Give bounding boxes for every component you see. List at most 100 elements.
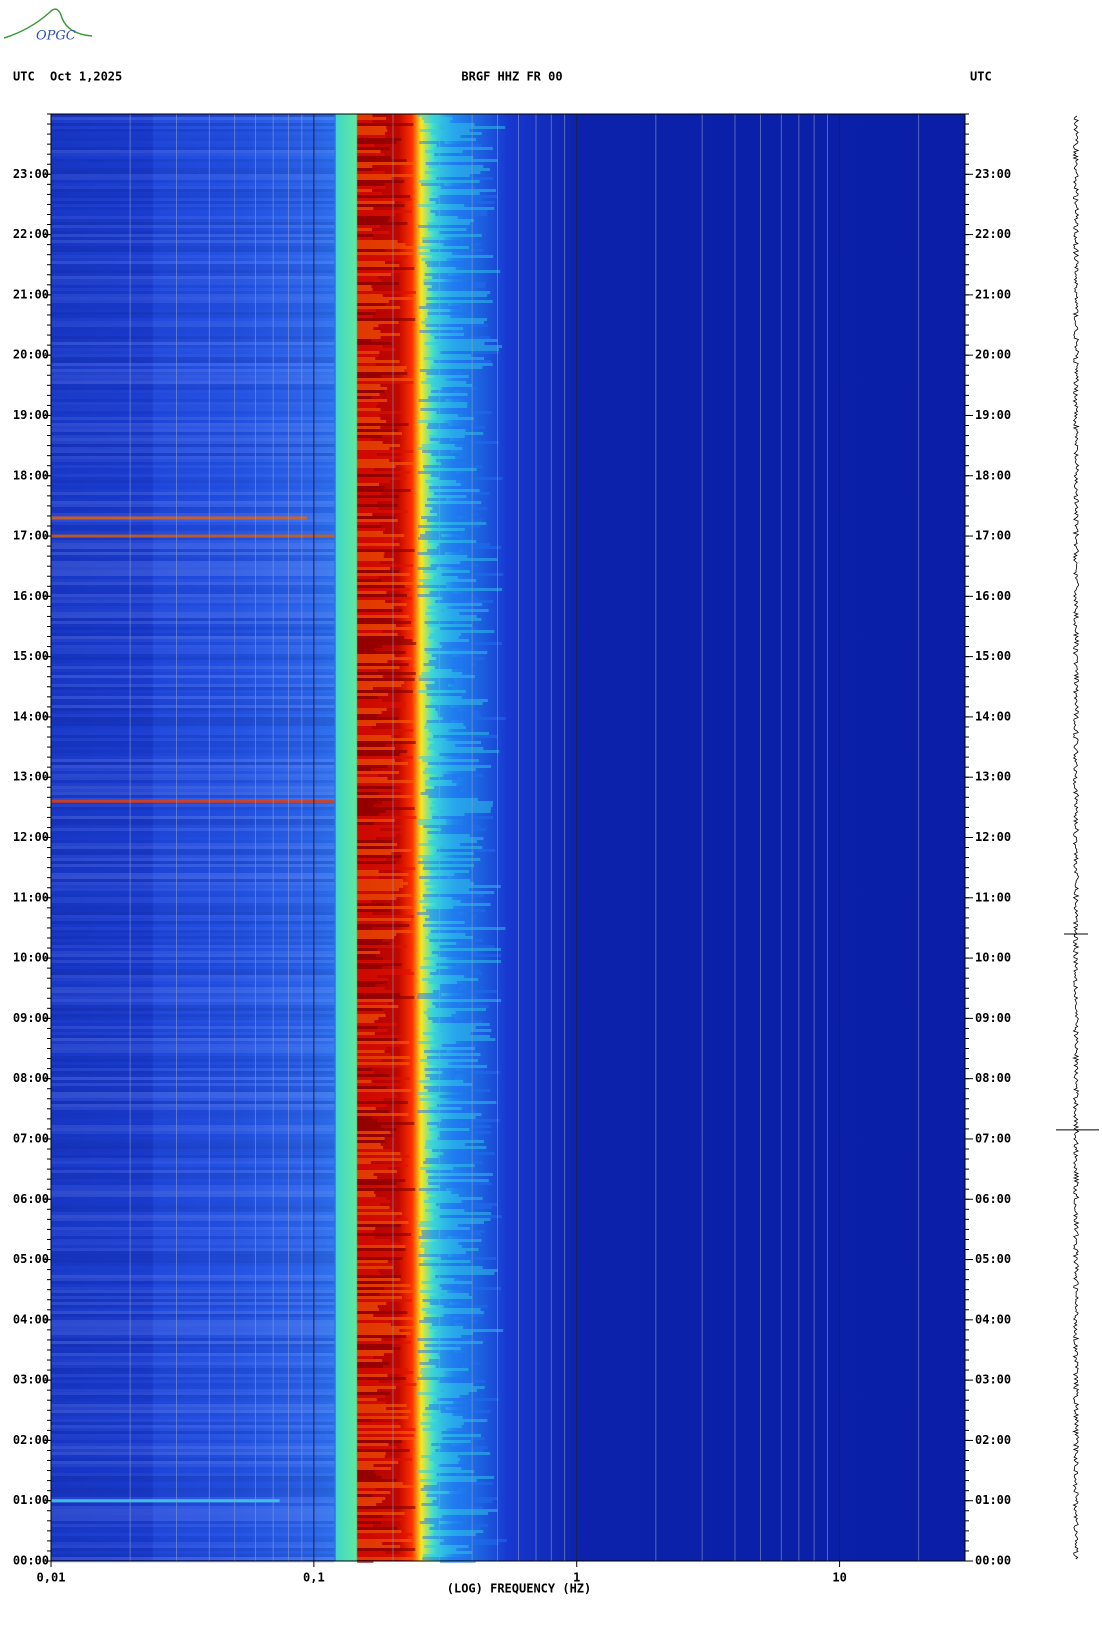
- texture: [357, 1005, 399, 1008]
- texture: [439, 1131, 491, 1134]
- texture: [357, 729, 414, 732]
- texture: [51, 612, 335, 615]
- texture: [357, 120, 373, 123]
- texture: [51, 177, 335, 180]
- x-tick-label: 0,1: [303, 1571, 325, 1585]
- texture: [357, 861, 396, 864]
- texture: [51, 531, 334, 534]
- texture: [51, 1314, 335, 1317]
- texture: [51, 774, 335, 777]
- texture: [51, 1308, 334, 1311]
- texture: [419, 1479, 477, 1482]
- texture: [51, 861, 335, 864]
- texture: [416, 912, 459, 915]
- texture: [357, 1554, 406, 1557]
- texture: [51, 279, 334, 282]
- texture: [424, 1146, 487, 1149]
- texture: [429, 1077, 455, 1080]
- texture: [357, 705, 406, 708]
- texture: [51, 768, 335, 771]
- texture: [426, 1056, 460, 1059]
- texture: [432, 1149, 464, 1152]
- texture: [357, 867, 416, 870]
- texture: [357, 1245, 406, 1248]
- texture: [51, 624, 334, 627]
- texture: [424, 1068, 456, 1071]
- texture: [51, 1005, 335, 1008]
- texture: [357, 600, 386, 603]
- texture: [439, 234, 482, 237]
- texture: [357, 1317, 416, 1320]
- texture: [51, 363, 335, 366]
- texture: [438, 1353, 472, 1356]
- texture: [439, 1215, 502, 1218]
- texture: [357, 1407, 387, 1410]
- texture: [357, 849, 412, 852]
- texture: [427, 1491, 450, 1494]
- texture: [357, 858, 387, 861]
- texture: [436, 558, 498, 561]
- texture: [357, 993, 401, 996]
- texture: [439, 921, 465, 924]
- texture: [51, 1161, 335, 1164]
- texture: [443, 1314, 484, 1317]
- texture: [51, 1170, 335, 1173]
- texture: [357, 300, 389, 303]
- texture: [357, 414, 380, 417]
- texture: [357, 1236, 375, 1239]
- texture: [439, 642, 503, 645]
- texture: [357, 396, 372, 399]
- texture: [418, 822, 446, 825]
- texture: [51, 1068, 335, 1071]
- texture: [51, 705, 335, 708]
- texture: [357, 1029, 388, 1032]
- y-tick-label: 21:00: [13, 287, 49, 301]
- texture: [430, 669, 452, 672]
- texture: [437, 1548, 457, 1551]
- texture: [357, 909, 391, 912]
- texture: [436, 135, 461, 138]
- texture: [51, 879, 335, 882]
- texture: [416, 585, 447, 588]
- texture: [51, 216, 335, 219]
- texture: [357, 708, 387, 711]
- texture: [440, 495, 467, 498]
- texture: [51, 723, 335, 726]
- texture: [357, 1008, 383, 1011]
- texture: [441, 270, 501, 273]
- texture: [357, 744, 386, 747]
- texture: [418, 180, 480, 183]
- texture: [51, 558, 335, 561]
- texture: [418, 756, 444, 759]
- texture: [423, 282, 486, 285]
- texture: [426, 426, 486, 429]
- texture: [443, 1539, 507, 1542]
- texture: [418, 1041, 456, 1044]
- texture: [434, 375, 469, 378]
- y-tick-label: 01:00: [975, 1493, 1011, 1507]
- chart-title: BRGF HHZ FR 00: [461, 70, 562, 84]
- texture: [357, 150, 381, 153]
- texture: [51, 1305, 335, 1308]
- x-tick-label: 1: [573, 1571, 580, 1585]
- texture: [51, 474, 335, 477]
- texture: [357, 222, 408, 225]
- texture: [51, 1260, 335, 1263]
- texture: [51, 840, 335, 843]
- texture: [357, 942, 389, 945]
- texture: [436, 963, 457, 966]
- texture: [433, 1173, 493, 1176]
- texture: [426, 909, 486, 912]
- texture: [432, 1500, 493, 1503]
- event-streak: [51, 534, 335, 538]
- texture: [357, 675, 383, 678]
- texture: [51, 1389, 335, 1392]
- texture: [437, 189, 496, 192]
- texture: [437, 1440, 471, 1443]
- texture: [51, 1146, 335, 1149]
- texture: [357, 618, 395, 621]
- texture: [418, 579, 477, 582]
- texture: [51, 1512, 335, 1515]
- texture: [443, 1305, 489, 1308]
- texture: [357, 192, 382, 195]
